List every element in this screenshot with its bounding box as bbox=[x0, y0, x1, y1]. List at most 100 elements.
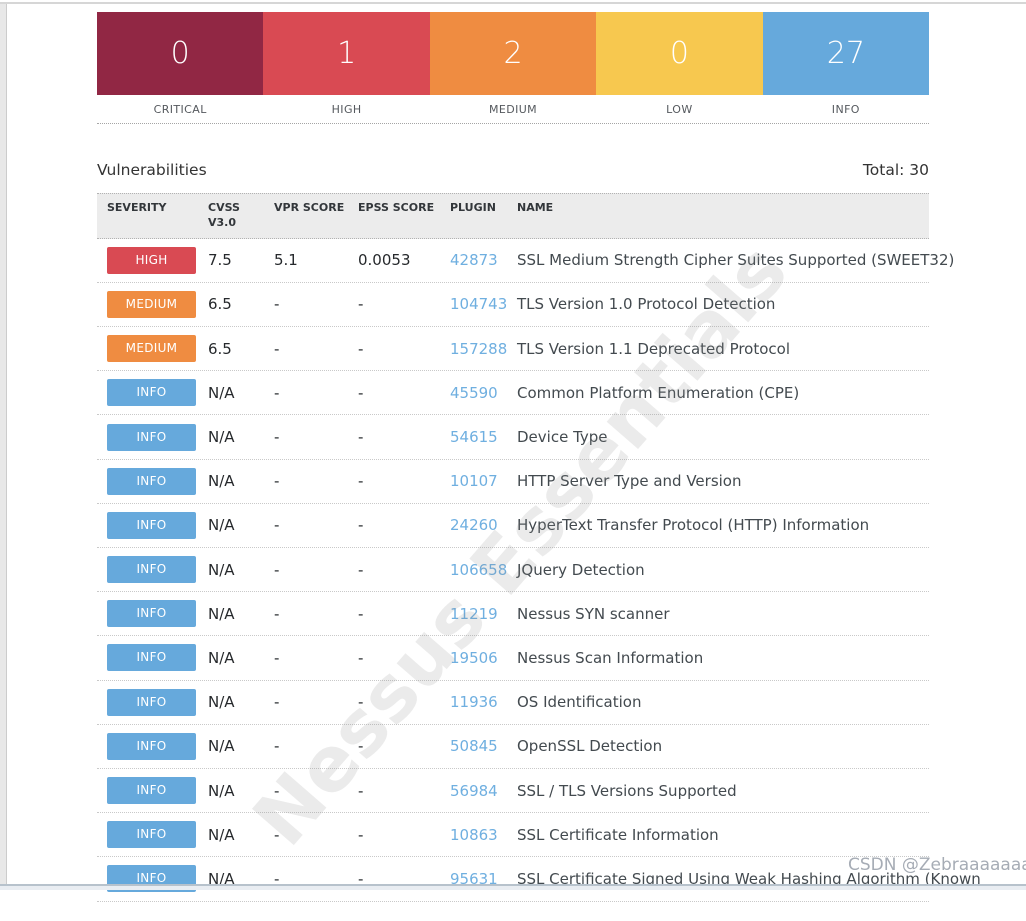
severity-badge: INFO bbox=[107, 556, 196, 584]
plugin-link[interactable]: 106658 bbox=[450, 560, 508, 579]
row-name: Nessus Scan Information bbox=[517, 648, 704, 667]
cvss-value: N/A bbox=[208, 869, 235, 888]
vpr-value: - bbox=[274, 383, 280, 402]
row-name: SSL / TLS Versions Supported bbox=[517, 781, 737, 800]
table-row[interactable]: INFO N/A - - 106658 JQuery Detection bbox=[97, 548, 929, 593]
table-row[interactable]: HIGH 7.5 5.1 0.0053 42873 SSL Medium Str… bbox=[97, 239, 954, 283]
cvss-value: 7.5 bbox=[208, 251, 232, 270]
table-row[interactable]: INFO N/A - - 10863 SSL Certificate Infor… bbox=[97, 813, 929, 858]
plugin-link[interactable]: 10863 bbox=[450, 825, 498, 844]
plugin-link[interactable]: 45590 bbox=[450, 383, 498, 402]
severity-summary-column: 1 HIGH bbox=[263, 12, 430, 116]
severity-label: LOW bbox=[666, 103, 693, 116]
severity-summary: 0 CRITICAL 1 HIGH 2 MEDIUM 0 LOW 27 INFO bbox=[97, 12, 930, 116]
table-row[interactable]: MEDIUM 6.5 - - 104743 TLS Version 1.0 Pr… bbox=[97, 283, 929, 328]
severity-summary-column: 27 INFO bbox=[762, 12, 930, 116]
severity-count: 0 bbox=[97, 12, 264, 95]
viewport-top-edge bbox=[0, 2, 1026, 4]
severity-summary-column: 0 LOW bbox=[596, 12, 763, 116]
plugin-link[interactable]: 54615 bbox=[450, 428, 498, 447]
cvss-value: N/A bbox=[208, 737, 235, 756]
cvss-value: N/A bbox=[208, 693, 235, 712]
page-title: Vulnerabilities bbox=[97, 161, 207, 179]
row-name: SSL Certificate Information bbox=[517, 825, 719, 844]
plugin-link[interactable]: 95631 bbox=[450, 869, 498, 888]
cvss-value: N/A bbox=[208, 781, 235, 800]
plugin-link[interactable]: 157288 bbox=[450, 339, 508, 358]
severity-badge: INFO bbox=[107, 644, 196, 672]
vpr-value: - bbox=[274, 604, 280, 623]
table-row[interactable]: MEDIUM 6.5 - - 157288 TLS Version 1.1 De… bbox=[97, 327, 929, 372]
plugin-link[interactable]: 24260 bbox=[450, 516, 498, 535]
table-row[interactable]: INFO N/A - - 56984 SSL / TLS Versions Su… bbox=[97, 769, 929, 814]
plugin-link[interactable]: 11219 bbox=[450, 604, 498, 623]
epss-value: - bbox=[358, 472, 364, 491]
row-name: JQuery Detection bbox=[517, 560, 645, 579]
severity-badge: INFO bbox=[107, 777, 196, 805]
column-header-vpr-score: VPR SCORE bbox=[274, 201, 345, 214]
column-header-name: NAME bbox=[517, 201, 554, 214]
column-header-severity: SEVERITY bbox=[107, 201, 167, 214]
vpr-value: - bbox=[274, 693, 280, 712]
table-row[interactable]: INFO N/A - - 19506 Nessus Scan Informati… bbox=[97, 636, 929, 681]
table-header-row: SEVERITY CVSS V3.0 VPR SCORE EPSS SCORE … bbox=[97, 193, 929, 239]
severity-label: HIGH bbox=[331, 103, 362, 116]
section-header: Vulnerabilities Total: 30 bbox=[97, 161, 929, 179]
plugin-link[interactable]: 11936 bbox=[450, 693, 498, 712]
row-name: Common Platform Enumeration (CPE) bbox=[517, 383, 800, 402]
vpr-value: - bbox=[274, 295, 280, 314]
cvss-value: N/A bbox=[208, 383, 235, 402]
epss-value: - bbox=[358, 604, 364, 623]
row-name: TLS Version 1.1 Deprecated Protocol bbox=[517, 339, 791, 358]
vpr-value: - bbox=[274, 428, 280, 447]
vuln-table-body: HIGH 7.5 5.1 0.0053 42873 SSL Medium Str… bbox=[97, 239, 981, 902]
viewport-bottom-bar bbox=[0, 884, 1026, 890]
severity-count: 1 bbox=[263, 12, 430, 95]
table-row[interactable]: INFO N/A - - 11219 Nessus SYN scanner bbox=[97, 592, 929, 637]
vpr-value: - bbox=[274, 781, 280, 800]
severity-badge: INFO bbox=[107, 688, 196, 716]
column-header-epss-score: EPSS SCORE bbox=[358, 201, 435, 214]
vpr-value: - bbox=[274, 737, 280, 756]
row-name: Device Type bbox=[517, 428, 608, 447]
row-name: Nessus SYN scanner bbox=[517, 604, 670, 623]
plugin-link[interactable]: 56984 bbox=[450, 781, 498, 800]
epss-value: - bbox=[358, 516, 364, 535]
severity-summary-column: 2 MEDIUM bbox=[429, 12, 597, 116]
vpr-value: - bbox=[274, 560, 280, 579]
severity-label: INFO bbox=[831, 103, 860, 116]
cvss-value: 6.5 bbox=[208, 339, 232, 358]
severity-badge: INFO bbox=[107, 732, 196, 760]
table-row[interactable]: INFO N/A - - 11936 OS Identification bbox=[97, 681, 929, 725]
plugin-link[interactable]: 19506 bbox=[450, 648, 498, 667]
table-row[interactable]: INFO N/A - - 50845 OpenSSL Detection bbox=[97, 725, 929, 769]
cvss-value: N/A bbox=[208, 516, 235, 535]
table-row[interactable]: INFO N/A - - 45590 Common Platform Enume… bbox=[97, 371, 929, 416]
cvss-value: N/A bbox=[208, 604, 235, 623]
severity-badge: MEDIUM bbox=[107, 290, 196, 318]
epss-value: 0.0053 bbox=[358, 251, 411, 270]
plugin-link[interactable]: 50845 bbox=[450, 737, 498, 756]
severity-summary-column: 0 CRITICAL bbox=[97, 12, 264, 116]
severity-badge: INFO bbox=[107, 821, 196, 849]
table-row[interactable]: INFO N/A - - 54615 Device Type bbox=[97, 415, 929, 460]
row-name: SSL Certificate Signed Using Weak Hashin… bbox=[517, 869, 981, 888]
severity-count: 0 bbox=[596, 12, 763, 95]
severity-badge: INFO bbox=[107, 467, 196, 495]
plugin-link[interactable]: 42873 bbox=[450, 251, 498, 270]
table-row[interactable]: INFO N/A - - 10107 HTTP Server Type and … bbox=[97, 460, 929, 504]
cvss-value: N/A bbox=[208, 648, 235, 667]
row-name: SSL Medium Strength Cipher Suites Suppor… bbox=[517, 251, 955, 270]
severity-badge: INFO bbox=[107, 600, 196, 628]
plugin-link[interactable]: 10107 bbox=[450, 472, 498, 491]
row-name: HyperText Transfer Protocol (HTTP) Infor… bbox=[517, 516, 870, 535]
table-row[interactable]: INFO N/A - - 24260 HyperText Transfer Pr… bbox=[97, 504, 929, 548]
plugin-link[interactable]: 104743 bbox=[450, 295, 508, 314]
viewport-left-strip bbox=[0, 4, 7, 884]
severity-badge: INFO bbox=[107, 379, 196, 407]
cvss-value: N/A bbox=[208, 825, 235, 844]
severity-badge: INFO bbox=[107, 423, 196, 451]
vpr-value: - bbox=[274, 648, 280, 667]
table-row[interactable]: INFO N/A - - 95631 SSL Certificate Signe… bbox=[97, 857, 981, 902]
vpr-value: - bbox=[274, 869, 280, 888]
